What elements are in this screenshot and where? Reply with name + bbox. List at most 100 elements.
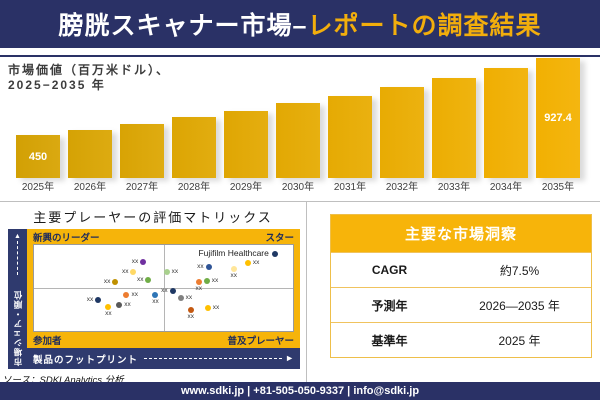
- quadrant-label-pervasive-players: 普及プレーヤー: [227, 336, 294, 347]
- section-divider-vertical: [306, 202, 307, 382]
- scatter-point: xx: [122, 269, 137, 276]
- point-label: xx: [252, 258, 260, 266]
- bar-group: 2031年: [328, 57, 372, 195]
- right-arrow-icon: ►: [285, 353, 294, 363]
- scatter-point: xx: [104, 278, 119, 285]
- scatter-point: xx: [137, 276, 152, 283]
- scatter-point: xx: [132, 258, 147, 266]
- point-label: xx: [230, 271, 237, 279]
- chart-title: 市場価値（百万米ドル）、 2025−2035 年: [8, 63, 170, 93]
- quadrant-area: 新興のリーダー スター xx xx xx xx xx xx xx xx xx xx xx xx xx xx…: [27, 229, 300, 348]
- bar-group: 2026年: [68, 57, 112, 195]
- insights-row-cagr: CAGR 約7.5%: [331, 252, 591, 287]
- bar-year-label: 2031年: [333, 182, 367, 193]
- point-label: xx: [211, 276, 219, 284]
- point-label: xx: [171, 268, 179, 276]
- report-header: 膀胱スキャナー市場– レポートの調査結果: [0, 0, 600, 48]
- bar-group: 450 2025年: [16, 57, 60, 195]
- bar: [484, 68, 528, 178]
- section-divider-horizontal: [0, 201, 600, 202]
- point-label: xx: [187, 313, 194, 321]
- bar-year-label: 2028年: [177, 182, 211, 193]
- company-label: Fujifilm Healthcare: [198, 248, 269, 259]
- bar-group: 927.4 2035年: [536, 57, 580, 195]
- chart-title-line1: 市場価値（百万米ドル）、: [8, 63, 171, 77]
- bar-group: 2029年: [224, 57, 268, 195]
- point-label: xx: [103, 277, 111, 285]
- y-axis-strip: ▲ 市場シェア・順位: [8, 229, 27, 369]
- quadrant-label-emerging-leaders: 新興のリーダー: [33, 232, 100, 244]
- bar-year-label: 2035年: [541, 182, 575, 193]
- quadrant-top-band: 新興のリーダー スター: [33, 229, 294, 244]
- y-axis-dashed-line: [17, 241, 18, 275]
- scatter-point: xx: [87, 296, 102, 303]
- scatter-point: Fujifilm Healthcare: [198, 249, 278, 258]
- point-label: xx: [124, 301, 131, 309]
- point-label: xx: [197, 262, 204, 270]
- matrix-plot: xx xx xx xx xx xx xx xx xx xx xx xx xx xx xx Fujifilm H…: [33, 244, 294, 332]
- report-title-accent: レポートの調査結果: [307, 12, 542, 40]
- scatter-point: xx: [163, 269, 178, 276]
- insights-row-label: 基準年: [371, 333, 408, 348]
- bar: [224, 111, 268, 178]
- bar-year-label: 2034年: [489, 182, 523, 193]
- bar-group: 2027年: [120, 57, 164, 195]
- bar: [120, 124, 164, 178]
- quadrant-bottom-band: 参加者 普及プレーヤー: [33, 332, 294, 348]
- bar-chart: 450 2025年 2026年 2027年 2028年 2029年 2030年 2031年 20…: [16, 57, 584, 195]
- bar-year-label: 2026年: [73, 182, 107, 193]
- insights-row-value: 約7.5%: [499, 263, 540, 278]
- scatter-point: xx: [204, 305, 219, 312]
- bar: [432, 78, 476, 178]
- scatter-point: xx: [195, 278, 202, 292]
- bar-year-label: 2029年: [229, 182, 263, 193]
- bar-value-label: 927.4: [544, 112, 572, 124]
- bar-group: 2032年: [380, 57, 424, 195]
- insights-row-value: 2025 年: [498, 333, 541, 348]
- point-label: xx: [152, 298, 159, 306]
- chart-title-line2: 2025−2035 年: [8, 78, 106, 92]
- point-label: xx: [131, 258, 139, 266]
- point-label: xx: [105, 310, 112, 318]
- y-axis-label: 市場シェア・順位: [12, 290, 23, 366]
- scatter-point: xx: [197, 263, 212, 270]
- bar-group: 2028年: [172, 57, 216, 195]
- x-axis-label: 製品のフットプリント: [33, 354, 139, 366]
- bar: [328, 96, 372, 178]
- scatter-point: xx: [203, 277, 218, 284]
- bar: [68, 130, 112, 178]
- evaluation-matrix: ▲ 市場シェア・順位 新興のリーダー スター xx xx xx xx xx xx xx xx x…: [8, 229, 300, 369]
- x-axis-strip: 製品のフットプリント ►: [27, 348, 300, 369]
- bar: 450: [16, 135, 60, 178]
- insights-header: 主要な市場洞察: [331, 215, 591, 252]
- bar: [380, 87, 424, 178]
- bar-year-label: 2027年: [125, 182, 159, 193]
- quadrant-label-star: スター: [265, 232, 294, 244]
- scatter-point: xx: [177, 294, 192, 301]
- scatter-point: xx: [230, 265, 237, 278]
- point-label: xx: [121, 268, 129, 276]
- bar-year-label: 2033年: [437, 182, 471, 193]
- point-label: xx: [86, 295, 94, 303]
- point-label: xx: [212, 304, 220, 312]
- footer-text: www.sdki.jp | +81-505-050-9337 | info@sd…: [180, 385, 420, 397]
- scatter-point: xx: [116, 302, 131, 309]
- matrix-panel: 主要プレーヤーの評価マトリックス ▲ 市場シェア・順位 新興のリーダー スター …: [0, 203, 306, 386]
- insights-row-value: 2026—2035 年: [479, 298, 560, 313]
- bar-group: 2030年: [276, 57, 320, 195]
- point-label: xx: [161, 287, 168, 295]
- point-label: xx: [185, 293, 193, 301]
- scatter-point: xx: [187, 307, 194, 320]
- footer-bar: www.sdki.jp | +81-505-050-9337 | info@sd…: [0, 382, 600, 400]
- point-label: xx: [136, 276, 144, 283]
- insights-row-label: CAGR: [371, 263, 408, 277]
- insights-row-label: 予測年: [371, 298, 408, 313]
- source-note: ソース：SDKI Analytics 分析: [2, 375, 124, 386]
- bar-year-label: 2030年: [281, 182, 315, 193]
- scatter-point: xx: [105, 304, 112, 317]
- scatter-point: xx: [152, 292, 159, 305]
- insights-row-base-year: 基準年 2025 年: [331, 322, 591, 357]
- x-axis-dashed-line: [144, 358, 283, 359]
- bar: 927.4: [536, 58, 580, 178]
